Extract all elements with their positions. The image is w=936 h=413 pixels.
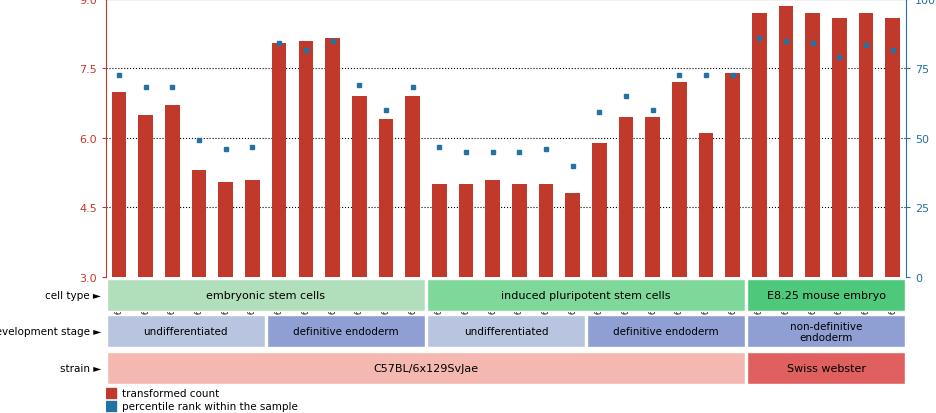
Bar [106, 388, 116, 398]
Bar [107, 352, 745, 384]
Bar [779, 7, 794, 277]
Text: embryonic stem cells: embryonic stem cells [206, 290, 326, 300]
Bar [538, 185, 553, 277]
Bar [139, 116, 154, 277]
Text: strain ►: strain ► [60, 363, 101, 373]
Bar [352, 97, 367, 277]
Bar [192, 171, 207, 277]
Bar [245, 180, 260, 277]
Text: induced pluripotent stem cells: induced pluripotent stem cells [501, 290, 671, 300]
Bar [805, 14, 820, 277]
Bar [485, 180, 500, 277]
Text: definitive endoderm: definitive endoderm [613, 327, 719, 337]
Bar [832, 19, 847, 277]
Bar [431, 185, 446, 277]
Bar [378, 120, 393, 277]
Bar [218, 183, 233, 277]
Text: undifferentiated: undifferentiated [463, 327, 548, 337]
Bar [271, 44, 286, 277]
Bar [106, 401, 116, 411]
Bar [459, 185, 474, 277]
Bar [405, 97, 420, 277]
Text: development stage ►: development stage ► [0, 327, 101, 337]
Bar [587, 316, 745, 348]
Bar [619, 118, 634, 277]
Bar [565, 194, 580, 277]
Bar [672, 83, 687, 277]
Text: percentile rank within the sample: percentile rank within the sample [122, 401, 298, 411]
Bar [698, 134, 713, 277]
Bar [752, 14, 767, 277]
Bar [747, 279, 905, 311]
Bar [747, 352, 905, 384]
Bar [512, 185, 527, 277]
Bar [885, 19, 900, 277]
Text: transformed count: transformed count [122, 388, 219, 398]
Bar [165, 106, 180, 277]
Bar [111, 93, 126, 277]
Bar [267, 316, 425, 348]
Text: non-definitive
endoderm: non-definitive endoderm [790, 321, 862, 342]
Text: undifferentiated: undifferentiated [143, 327, 228, 337]
Bar [592, 143, 607, 277]
Bar [645, 118, 660, 277]
Bar [107, 316, 265, 348]
Bar [299, 42, 314, 277]
Bar [747, 316, 905, 348]
Text: Swiss webster: Swiss webster [786, 363, 866, 373]
Text: E8.25 mouse embryo: E8.25 mouse embryo [767, 290, 885, 300]
Bar [858, 14, 873, 277]
Bar [725, 74, 740, 277]
Text: definitive endoderm: definitive endoderm [293, 327, 399, 337]
Text: cell type ►: cell type ► [45, 290, 101, 300]
Bar [427, 316, 585, 348]
Text: C57BL/6x129SvJae: C57BL/6x129SvJae [373, 363, 478, 373]
Bar [107, 279, 425, 311]
Bar [427, 279, 745, 311]
Bar [325, 39, 340, 277]
